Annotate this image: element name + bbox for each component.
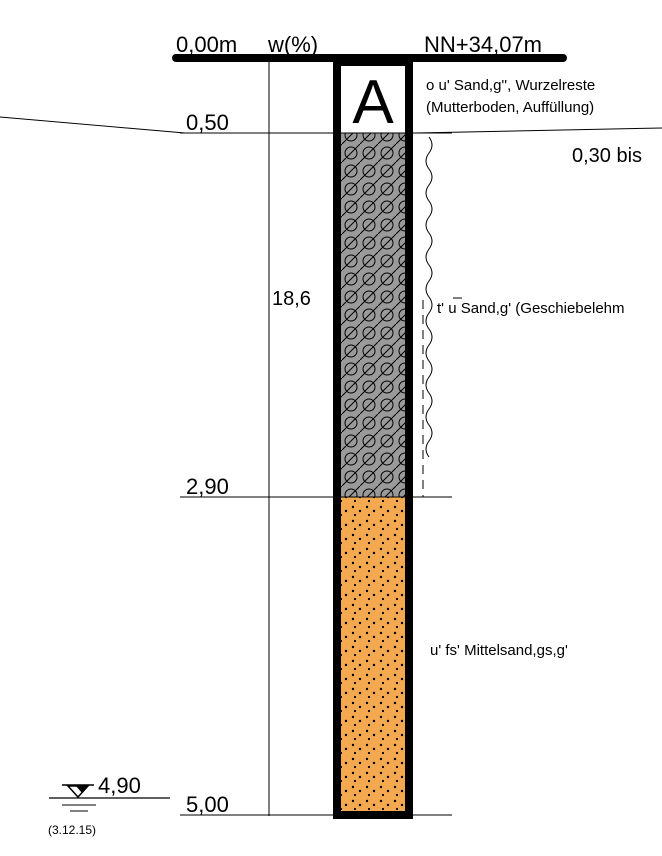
layer-glacial-till [337, 133, 409, 497]
layer-medium-sand [337, 497, 409, 815]
layer-2-description: t' u Sand,g' (Geschiebelehm [437, 300, 625, 317]
header-elevation: NN+34,07m [424, 32, 542, 57]
layer-3-description: u' fs' Mittelsand,gs,g' [430, 642, 568, 659]
consistency-wavy-line [425, 136, 433, 458]
layer-1-description-line-1: o u' Sand,g'', Wurzelreste [426, 77, 595, 94]
groundwater-depth: 4,90 [98, 773, 141, 798]
layer-1-description-line-2: (Mutterboden, Auffüllung) [426, 99, 594, 116]
groundwater-symbol [49, 784, 170, 812]
depth-label-290: 2,90 [186, 474, 229, 499]
borehole-label: A [352, 68, 394, 137]
groundwater-date: (3.12.15) [48, 823, 96, 837]
borehole-column-frame [333, 58, 413, 819]
header-depth-start: 0,00m [176, 32, 237, 57]
side-note: 0,30 bis [572, 145, 642, 167]
terrain-surface-line [0, 116, 186, 134]
terrain-surface-line-right [415, 127, 662, 134]
water-content-value: 18,6 [272, 288, 311, 310]
header-water-content-label: w(%) [267, 32, 318, 57]
layer-topsoil [337, 62, 409, 133]
depth-label-500: 5,00 [186, 792, 229, 817]
depth-label-050: 0,50 [186, 110, 229, 135]
